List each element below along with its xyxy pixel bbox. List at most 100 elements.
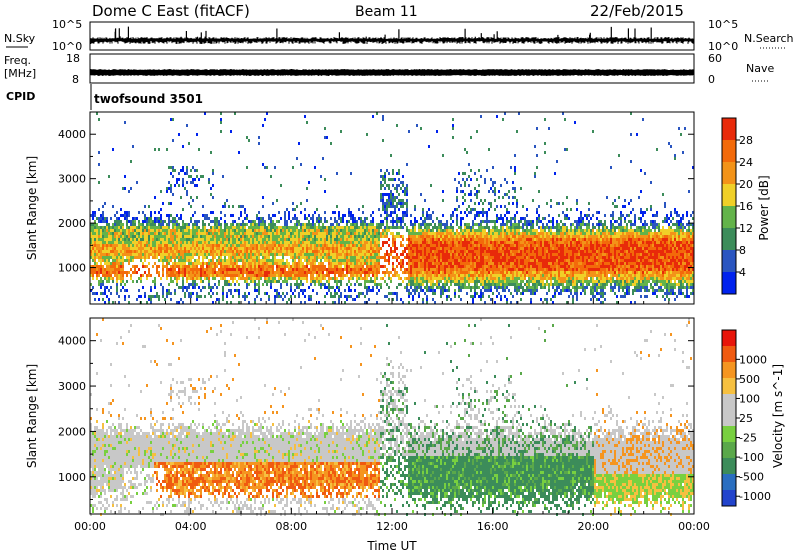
heatmap-cell <box>120 241 122 244</box>
heatmap-cell <box>434 235 436 238</box>
heatmap-cell <box>270 244 272 247</box>
heatmap-cell <box>238 205 240 208</box>
heatmap-cell <box>128 259 130 262</box>
heatmap-cell <box>234 112 236 115</box>
heatmap-cell <box>186 169 188 172</box>
heatmap-cell <box>232 295 234 298</box>
heatmap-cell <box>258 265 260 268</box>
heatmap-cell <box>368 226 370 229</box>
heatmap-cell <box>92 256 94 259</box>
heatmap-cell <box>288 232 290 235</box>
heatmap-cell <box>230 271 232 274</box>
heatmap-cell <box>324 226 326 229</box>
heatmap-cell <box>360 235 362 238</box>
heatmap-cell <box>178 235 180 238</box>
heatmap-cell <box>94 253 96 256</box>
heatmap-cell <box>324 241 326 244</box>
heatmap-cell <box>108 289 110 292</box>
heatmap-cell <box>392 223 394 226</box>
heatmap-cell <box>226 241 228 244</box>
heatmap-cell <box>474 187 476 190</box>
heatmap-cell <box>144 265 146 268</box>
heatmap-cell <box>408 235 410 238</box>
heatmap-cell <box>190 169 192 172</box>
heatmap-cell <box>120 271 122 274</box>
heatmap-cell <box>482 202 484 205</box>
heatmap-cell <box>334 280 336 283</box>
heatmap-cell <box>126 280 128 283</box>
heatmap-cell <box>482 292 484 295</box>
heatmap-cell <box>280 283 282 286</box>
heatmap-cell <box>262 274 264 277</box>
heatmap-cell <box>200 280 202 283</box>
heatmap-cell <box>148 241 150 244</box>
heatmap-cell <box>246 166 248 169</box>
heatmap-cell <box>144 241 146 244</box>
heatmap-cell <box>418 253 420 256</box>
heatmap-cell <box>416 124 418 127</box>
heatmap-cell <box>96 226 98 229</box>
heatmap-cell <box>280 277 282 280</box>
heatmap-cell <box>134 220 136 223</box>
heatmap-cell <box>278 250 280 253</box>
heatmap-cell <box>496 229 498 232</box>
heatmap-cell <box>210 232 212 235</box>
heatmap-cell <box>362 253 364 256</box>
heatmap-cell <box>180 286 182 289</box>
heatmap-cell <box>288 229 290 232</box>
heatmap-cell <box>440 295 442 298</box>
heatmap-cell <box>348 268 350 271</box>
heatmap-cell <box>492 184 494 187</box>
heatmap-cell <box>382 223 384 226</box>
heatmap-cell <box>502 220 504 223</box>
heatmap-cell <box>192 256 194 259</box>
heatmap-cell <box>98 220 100 223</box>
heatmap-cell <box>268 244 270 247</box>
heatmap-cell <box>466 178 468 181</box>
heatmap-cell <box>218 238 220 241</box>
heatmap-cell <box>154 295 156 298</box>
heatmap-cell <box>228 235 230 238</box>
heatmap-cell <box>92 268 94 271</box>
heatmap-cell <box>450 241 452 244</box>
heatmap-cell <box>442 235 444 238</box>
heatmap-cell <box>134 232 136 235</box>
heatmap-cell <box>454 271 456 274</box>
heatmap-cell <box>128 235 130 238</box>
heatmap-cell <box>128 229 130 232</box>
heatmap-cell <box>126 253 128 256</box>
heatmap-cell <box>150 286 152 289</box>
heatmap-cell <box>334 229 336 232</box>
heatmap-cell <box>252 235 254 238</box>
heatmap-cell <box>392 220 394 223</box>
heatmap-cell <box>408 244 410 247</box>
heatmap-cell <box>300 301 302 304</box>
heatmap-cell <box>452 241 454 244</box>
heatmap-cell <box>266 244 268 247</box>
heatmap-cell <box>238 247 240 250</box>
heatmap-cell <box>168 217 170 220</box>
heatmap-cell <box>328 283 330 286</box>
heatmap-cell <box>340 250 342 253</box>
heatmap-cell <box>412 298 414 301</box>
heatmap-cell <box>114 241 116 244</box>
heatmap-cell <box>492 241 494 244</box>
heatmap-cell <box>232 277 234 280</box>
heatmap-cell <box>116 226 118 229</box>
heatmap-cell <box>372 265 374 268</box>
heatmap-cell <box>238 283 240 286</box>
heatmap-cell <box>100 238 102 241</box>
heatmap-cell <box>500 256 502 259</box>
heatmap-cell <box>424 235 426 238</box>
heatmap-cell <box>496 220 498 223</box>
heatmap-cell <box>440 229 442 232</box>
heatmap-cell <box>386 250 388 253</box>
heatmap-cell <box>460 289 462 292</box>
heatmap-cell <box>194 238 196 241</box>
heatmap-cell <box>126 244 128 247</box>
heatmap-cell <box>360 229 362 232</box>
heatmap-cell <box>202 244 204 247</box>
heatmap-cell <box>378 259 380 262</box>
heatmap-cell <box>140 253 142 256</box>
heatmap-cell <box>220 256 222 259</box>
